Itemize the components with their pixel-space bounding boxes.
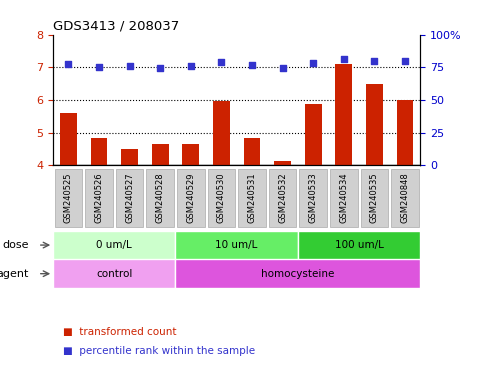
Bar — [152, 144, 169, 166]
FancyBboxPatch shape — [360, 169, 388, 227]
Point — [126, 63, 133, 69]
Point — [217, 59, 225, 65]
Point — [65, 61, 72, 67]
Point — [340, 56, 348, 62]
Text: GSM240530: GSM240530 — [217, 173, 226, 223]
FancyBboxPatch shape — [269, 169, 297, 227]
Point — [156, 65, 164, 71]
FancyBboxPatch shape — [299, 169, 327, 227]
Text: 10 um/L: 10 um/L — [215, 240, 258, 250]
Text: GDS3413 / 208037: GDS3413 / 208037 — [53, 19, 179, 32]
Text: GSM240532: GSM240532 — [278, 173, 287, 223]
Bar — [366, 84, 383, 166]
Bar — [175, 231, 298, 259]
FancyBboxPatch shape — [391, 169, 419, 227]
Point — [279, 65, 286, 71]
Bar — [183, 144, 199, 166]
Text: agent: agent — [0, 269, 28, 279]
Text: GSM240531: GSM240531 — [247, 173, 256, 223]
Bar — [305, 104, 322, 166]
Bar — [60, 113, 77, 166]
Bar — [243, 137, 260, 166]
Point — [248, 62, 256, 68]
Point — [401, 58, 409, 65]
Text: ■  percentile rank within the sample: ■ percentile rank within the sample — [63, 346, 255, 356]
Text: GSM240535: GSM240535 — [370, 173, 379, 223]
Bar — [121, 149, 138, 166]
Bar — [298, 231, 420, 259]
Text: GSM240526: GSM240526 — [95, 173, 103, 223]
FancyBboxPatch shape — [85, 169, 113, 227]
Text: GSM240525: GSM240525 — [64, 173, 73, 223]
Text: GSM240528: GSM240528 — [156, 173, 165, 223]
Text: dose: dose — [2, 240, 28, 250]
FancyBboxPatch shape — [146, 169, 174, 227]
Point — [370, 58, 378, 65]
Bar — [53, 231, 175, 259]
FancyBboxPatch shape — [116, 169, 143, 227]
Bar — [397, 100, 413, 166]
FancyBboxPatch shape — [238, 169, 266, 227]
Text: 100 um/L: 100 um/L — [335, 240, 384, 250]
Bar — [274, 161, 291, 166]
Bar — [175, 259, 420, 288]
Text: GSM240848: GSM240848 — [400, 173, 410, 223]
Bar — [335, 64, 352, 166]
Bar — [91, 137, 107, 166]
Text: control: control — [96, 269, 132, 279]
Text: 0 um/L: 0 um/L — [97, 240, 132, 250]
Point — [309, 60, 317, 66]
Text: homocysteine: homocysteine — [261, 269, 335, 279]
Bar — [53, 259, 175, 288]
FancyBboxPatch shape — [330, 169, 357, 227]
Text: ■  transformed count: ■ transformed count — [63, 327, 176, 337]
Point — [95, 63, 103, 70]
Text: GSM240533: GSM240533 — [309, 173, 318, 223]
FancyBboxPatch shape — [55, 169, 82, 227]
Point — [187, 63, 195, 69]
Text: GSM240529: GSM240529 — [186, 173, 195, 223]
FancyBboxPatch shape — [177, 169, 205, 227]
Text: GSM240534: GSM240534 — [339, 173, 348, 223]
FancyBboxPatch shape — [208, 169, 235, 227]
Bar — [213, 101, 230, 166]
Text: GSM240527: GSM240527 — [125, 173, 134, 223]
